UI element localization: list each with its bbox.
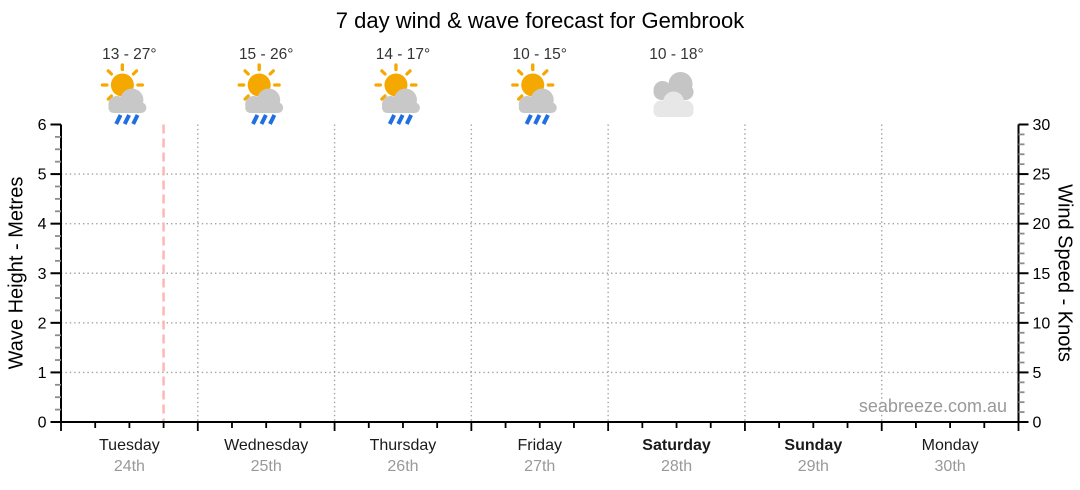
rain-icon xyxy=(404,114,413,125)
temp-range-label: 15 - 26° xyxy=(239,46,293,63)
rain-icon xyxy=(114,114,123,125)
date-label: 26th xyxy=(387,458,418,475)
day-label: Friday xyxy=(518,437,562,454)
temp-range-label: 10 - 15° xyxy=(513,46,567,63)
day-label: Thursday xyxy=(370,437,437,454)
sun-cloud-rain-icon xyxy=(511,63,557,125)
watermark-text: seabreeze.com.au xyxy=(858,396,1007,416)
cloud-icon xyxy=(245,102,284,113)
day-label: Monday xyxy=(922,437,979,454)
wind-axis-tick-label: 15 xyxy=(1033,266,1051,283)
sun-ray xyxy=(517,69,524,76)
rain-icon xyxy=(524,114,533,125)
wind-axis-tick-label: 0 xyxy=(1033,415,1042,432)
sun-ray xyxy=(380,94,387,101)
rain-icon xyxy=(131,114,140,125)
wind-axis-tick-label: 5 xyxy=(1033,365,1042,382)
wind-axis-tick-label: 30 xyxy=(1033,117,1051,134)
cloud-icon xyxy=(108,102,147,113)
rain-icon xyxy=(251,114,260,125)
cloud-icon xyxy=(653,106,694,117)
chart-title: 7 day wind & wave forecast for Gembrook xyxy=(335,8,745,33)
wave-axis-tick-label: 3 xyxy=(38,266,47,283)
sun-cloud-rain-icon xyxy=(100,63,147,125)
rain-icon xyxy=(122,114,131,125)
cloud-icon xyxy=(381,102,420,113)
sun-ray xyxy=(243,94,250,101)
wind-axis-tick-label: 25 xyxy=(1033,167,1051,184)
cloud-icon xyxy=(518,102,557,113)
sun-ray xyxy=(243,69,250,76)
temp-range-label: 14 - 17° xyxy=(376,46,430,63)
rain-icon xyxy=(533,114,542,125)
rain-icon xyxy=(396,114,405,125)
sun-ray xyxy=(380,69,387,76)
clouds-icon xyxy=(653,72,694,117)
sun-ray xyxy=(517,94,524,101)
day-label: Tuesday xyxy=(99,437,160,454)
sun-ray xyxy=(268,69,275,76)
temp-range-label: 10 - 18° xyxy=(649,46,703,63)
sun-cloud-rain-icon xyxy=(374,63,420,125)
rain-icon xyxy=(268,114,277,125)
wave-axis-tick-label: 0 xyxy=(38,415,47,432)
sun-ray xyxy=(131,69,139,76)
day-label: Saturday xyxy=(642,437,711,454)
wind-axis-tick-label: 20 xyxy=(1033,216,1051,233)
day-label: Sunday xyxy=(784,437,842,454)
date-label: 27th xyxy=(524,458,555,475)
date-label: 29th xyxy=(798,458,829,475)
rain-icon xyxy=(259,114,268,125)
date-label: 24th xyxy=(114,458,145,475)
sun-ray xyxy=(542,69,549,76)
rain-icon xyxy=(387,114,396,125)
rain-icon xyxy=(541,114,550,125)
wave-axis-tick-label: 5 xyxy=(38,167,47,184)
date-label: 25th xyxy=(251,458,282,475)
wave-axis-tick-label: 4 xyxy=(38,216,47,233)
wave-axis-tick-label: 2 xyxy=(38,315,47,332)
day-label: Wednesday xyxy=(224,437,308,454)
temp-range-label: 13 - 27° xyxy=(102,46,156,63)
wave-axis-tick-label: 1 xyxy=(38,365,47,382)
wind-axis-tick-label: 10 xyxy=(1033,315,1051,332)
sun-ray xyxy=(106,94,114,101)
date-label: 30th xyxy=(935,458,966,475)
date-label: 28th xyxy=(661,458,692,475)
sun-ray xyxy=(106,69,114,76)
sun-ray xyxy=(405,69,412,76)
wave-axis-tick-label: 6 xyxy=(38,117,47,134)
sun-cloud-rain-icon xyxy=(237,63,284,125)
